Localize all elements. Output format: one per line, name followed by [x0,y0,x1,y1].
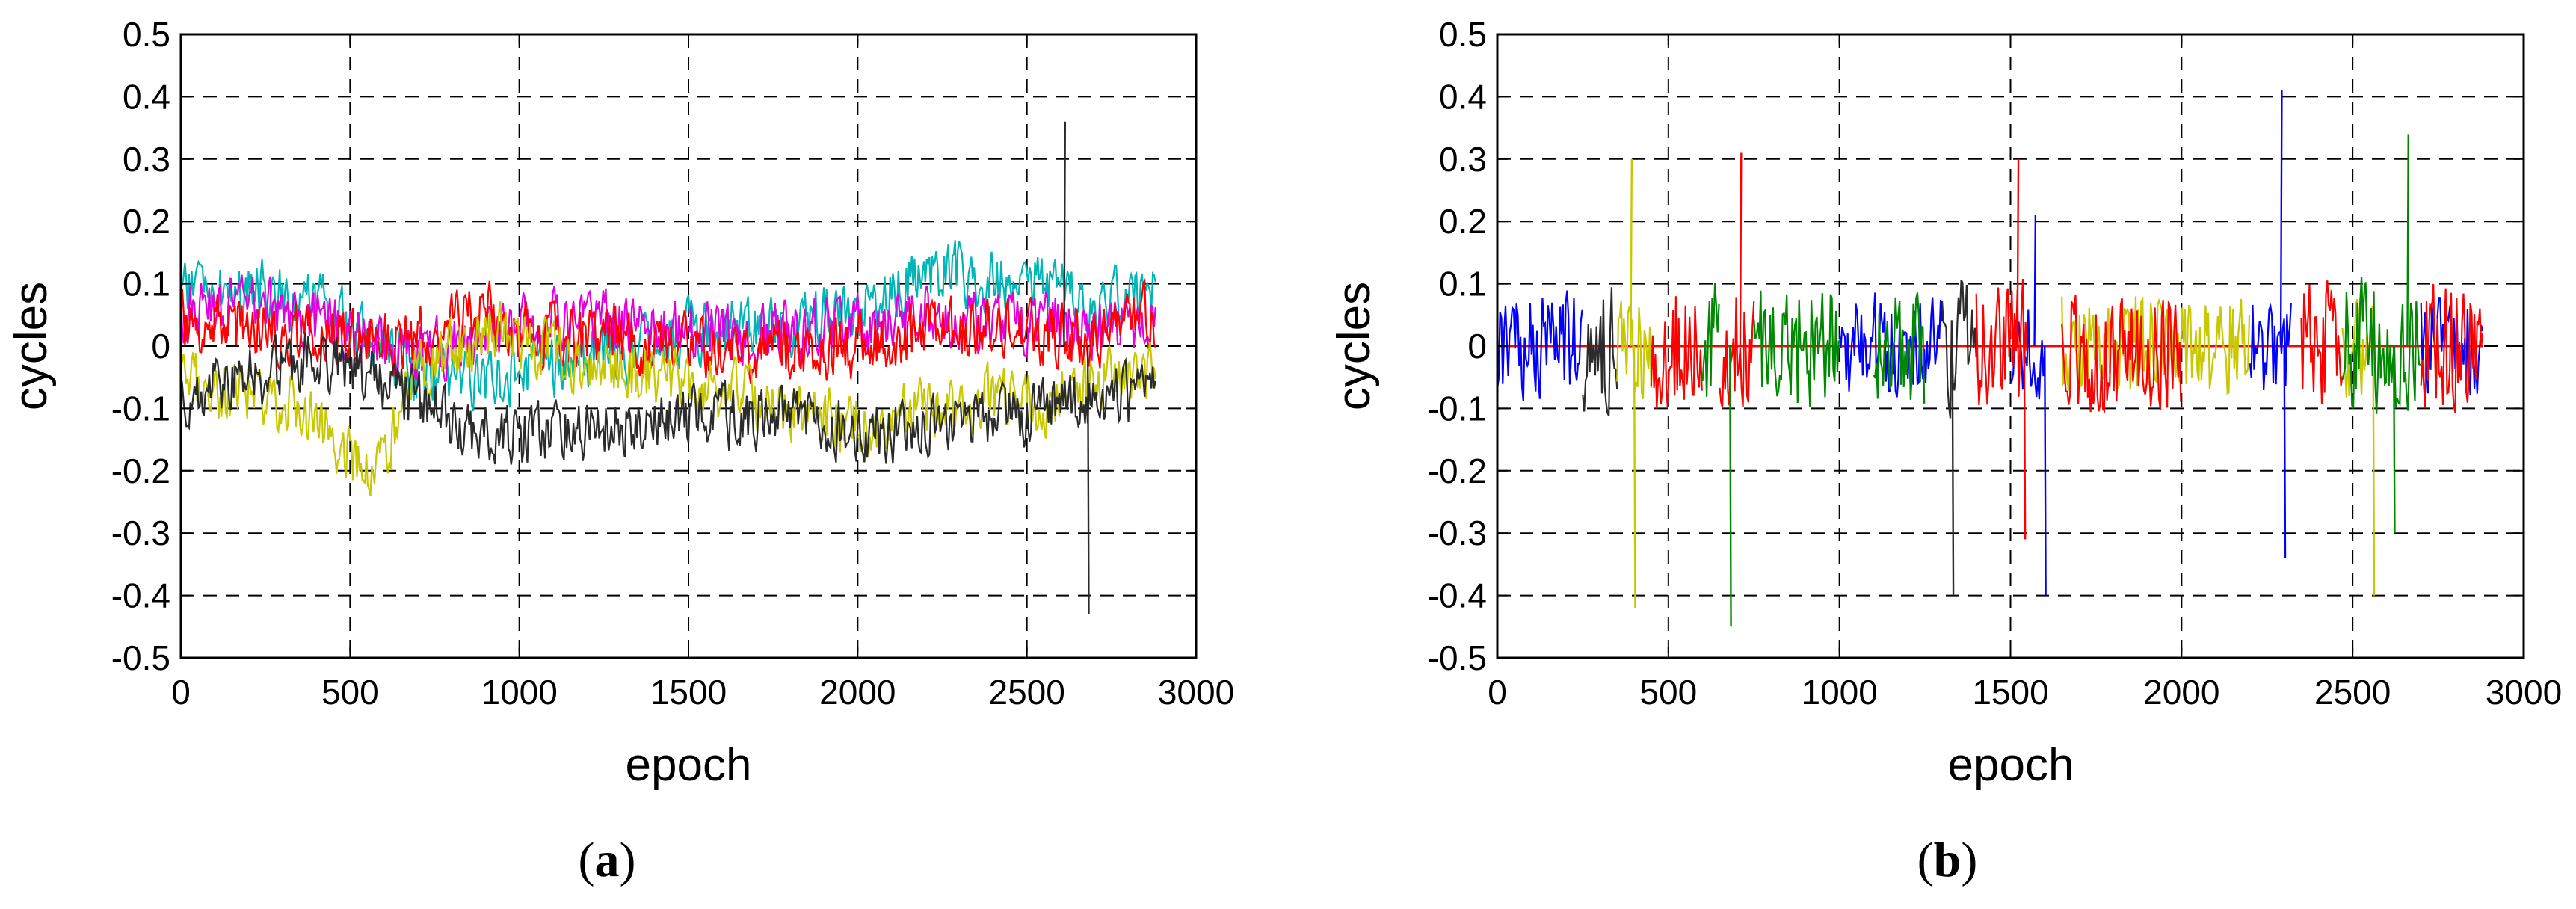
y-tick-labels-b: -0.5 -0.4 -0.3 -0.2 -0.1 0 0.1 0.2 0.3 0.4 0.5 [1428,15,1487,677]
x-tick-label: 2000 [819,673,896,712]
y-tick-label: -0.5 [111,638,170,677]
series-line [1582,287,1618,416]
x-tick-label: 1000 [1801,673,1877,712]
panel-letter-b: b [1934,833,1962,887]
ticks-a [180,34,1197,659]
y-tick-label: 0.2 [1439,202,1487,241]
y-tick-label: -0.4 [1428,576,1487,615]
x-tick-label: 1000 [481,673,557,712]
x-tick-label: 0 [1488,673,1507,712]
series-line [2420,283,2484,413]
x-tick-label: 2500 [988,673,1064,712]
y-tick-label: -0.3 [1428,514,1487,552]
series-line [181,301,1156,496]
series-line [1497,290,1583,401]
y-tick-label: 0 [1467,327,1487,366]
y-tick-labels-a: -0.5 -0.4 -0.3 -0.2 -0.1 0 0.1 0.2 0.3 0.4 0.5 [111,15,170,677]
series-line [1838,292,1944,398]
series-lines-a [181,121,1156,614]
y-tick-label: 0.3 [123,140,170,179]
y-tick-label: -0.2 [111,452,170,490]
x-tick-labels-b: 0 500 1000 1500 2000 2500 3000 [1488,673,2562,712]
y-tick-label: -0.1 [111,389,170,428]
series-spike [1739,152,1743,347]
series-line [181,277,1156,384]
y-tick-label: 0.1 [1439,265,1487,303]
series-spike [1729,345,1732,627]
series-line [2061,296,2251,396]
x-tick-label: 3000 [1158,673,1234,712]
series-line [1753,290,1840,407]
y-axis-label-b: cycles [1328,282,1380,410]
y-tick-label: 0.2 [123,202,170,241]
series-spike [1630,158,1633,347]
y-tick-label: -0.2 [1428,452,1487,490]
series-spike [2372,345,2376,596]
x-axis-label-a: epoch [626,739,752,791]
series-line [181,332,1156,465]
series-spike [1633,345,1636,608]
series-line [1975,278,2028,406]
x-tick-label: 2000 [2143,673,2219,712]
ticks-b [1497,34,2524,659]
series-lines-b [1497,90,2484,627]
y-tick-label: 0.5 [1439,15,1487,54]
panel-letter-a: a [595,833,620,887]
x-tick-label: 500 [321,673,379,712]
series-line [1701,283,1720,397]
y-tick-label: 0.5 [123,15,170,54]
series-line [2061,295,2182,413]
series-line [1873,292,1926,404]
y-tick-label: 0.1 [123,265,170,303]
grid-b [1497,34,2524,658]
series-spike [2023,345,2027,540]
x-tick-label: 500 [1639,673,1697,712]
y-tick-label: 0.3 [1439,140,1487,179]
series-line [2249,303,2292,391]
x-tick-label: 2500 [2314,673,2391,712]
series-spike [2283,345,2287,558]
x-tick-label: 1500 [1972,673,2048,712]
y-tick-label: 0.4 [123,77,170,116]
chart-panel-b: -0.5 -0.4 -0.3 -0.2 -0.1 0 0.1 0.2 0.3 0.4 0.5 0 50… [1328,15,2562,887]
y-tick-label: -0.3 [111,514,170,552]
x-axis-label-b: epoch [1948,739,2074,791]
series-spike [2033,215,2037,347]
series-line [2341,277,2421,414]
y-tick-label: 0.4 [1439,77,1487,116]
series-line [2300,280,2344,404]
panel-label-b: (b) [1917,833,1978,887]
series-line [1650,296,1703,409]
y-tick-label: 0 [151,327,170,366]
y-tick-label: -0.1 [1428,389,1487,428]
x-tick-label: 0 [171,673,191,712]
series-spike [2406,134,2409,347]
x-tick-label: 1500 [650,673,727,712]
series-line [1719,297,1755,408]
x-tick-labels-a: 0 500 1000 1500 2000 2500 3000 [171,673,1234,712]
y-tick-label: -0.4 [111,576,170,615]
chart-panel-a: -0.5 -0.4 -0.3 -0.2 -0.1 0 0.1 0.2 0.3 0.4 0.5 0 50… [5,15,1234,887]
y-tick-label: -0.5 [1428,638,1487,677]
panel-label-a: (a) [579,833,636,887]
y-axis-label-a: cycles [5,282,57,410]
series-line [1941,280,1977,419]
x-tick-label: 3000 [2486,673,2562,712]
